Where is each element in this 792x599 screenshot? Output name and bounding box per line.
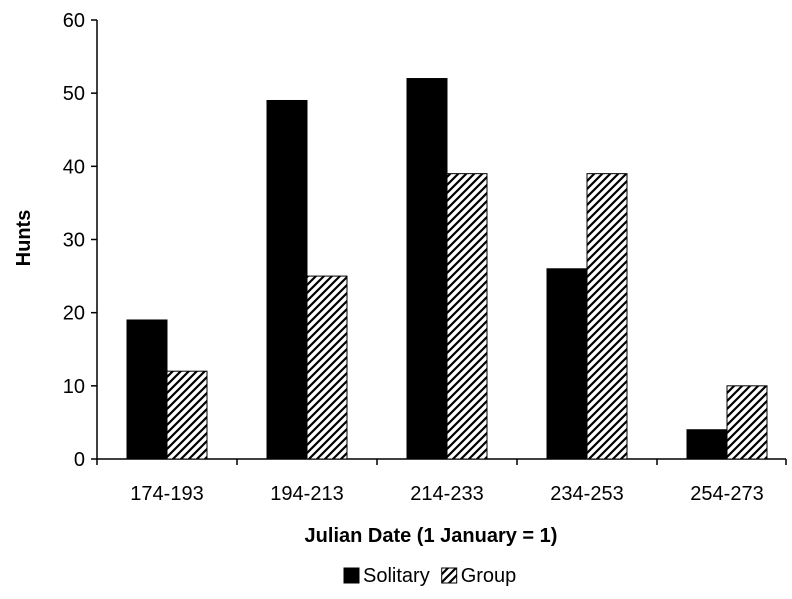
x-axis-title: Julian Date (1 January = 1) (305, 525, 558, 547)
bar-solitary-254-273 (686, 429, 728, 460)
bar-group-214-233 (446, 173, 488, 460)
bar-group-254-273 (726, 385, 768, 460)
y-axis-title: Hunts (13, 210, 35, 267)
bar-solitary-214-233 (406, 78, 448, 460)
bars (126, 78, 768, 460)
y-tick-label: 40 (63, 156, 85, 178)
legend-label-group: Group (461, 565, 517, 587)
x-tick-label: 234-253 (550, 483, 623, 505)
legend-swatch-solitary (343, 567, 360, 584)
y-tick-label: 0 (74, 449, 85, 471)
y-tick-label: 20 (63, 303, 85, 325)
bar-group-194-213 (306, 275, 348, 460)
legend-label-solitary: Solitary (363, 565, 430, 587)
bar-group-234-253 (586, 173, 628, 460)
y-tick-label: 50 (63, 83, 85, 105)
y-tick-label: 10 (63, 376, 85, 398)
legend: Solitary Group (343, 565, 517, 587)
x-axis: 174-193 194-213 214-233 234-253 254-273 (96, 458, 787, 505)
bar-group-174-193 (166, 370, 208, 460)
bar-solitary-234-253 (546, 268, 588, 460)
legend-swatch-group (441, 567, 458, 584)
y-tick-label: 60 (63, 10, 85, 32)
bar-solitary-194-213 (266, 99, 308, 460)
x-tick-label: 254-273 (690, 483, 763, 505)
y-tick-label: 30 (63, 230, 85, 252)
bar-solitary-174-193 (126, 319, 168, 460)
x-tick-label: 214-233 (410, 483, 483, 505)
x-tick-label: 174-193 (130, 483, 203, 505)
y-axis: 0 10 20 30 40 50 60 (63, 10, 98, 471)
x-tick-label: 194-213 (270, 483, 343, 505)
